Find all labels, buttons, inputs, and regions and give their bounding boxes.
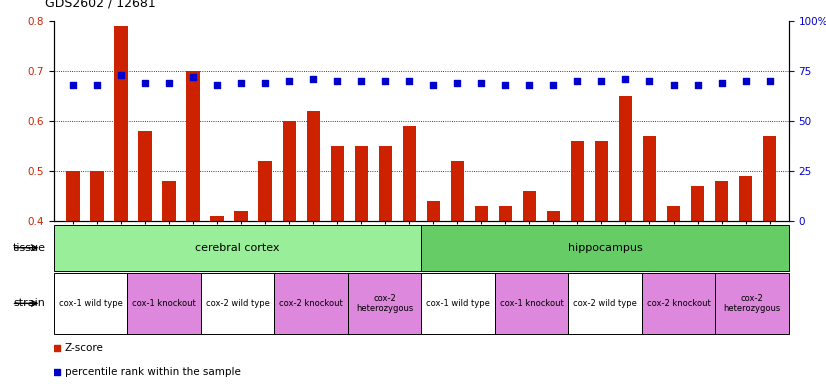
- Bar: [715, 181, 729, 221]
- Point: [499, 82, 512, 88]
- Bar: [127, 273, 201, 334]
- Point: [523, 82, 536, 88]
- Text: GDS2602 / 12681: GDS2602 / 12681: [45, 0, 156, 10]
- Bar: [54, 225, 421, 271]
- Bar: [619, 96, 632, 221]
- Point: [187, 74, 200, 80]
- Bar: [259, 161, 272, 221]
- Point: [547, 82, 560, 88]
- Point: [571, 78, 584, 84]
- Bar: [114, 26, 127, 221]
- Text: cox-1 knockout: cox-1 knockout: [500, 299, 563, 308]
- Bar: [282, 121, 296, 221]
- Bar: [643, 136, 656, 221]
- Point: [739, 78, 752, 84]
- Bar: [348, 273, 421, 334]
- Bar: [54, 273, 127, 334]
- Bar: [235, 211, 248, 221]
- Point: [66, 82, 79, 88]
- Point: [715, 80, 729, 86]
- Bar: [187, 71, 200, 221]
- Point: [402, 78, 415, 84]
- Point: [211, 82, 224, 88]
- Text: tissue: tissue: [12, 243, 45, 253]
- Bar: [306, 111, 320, 221]
- Point: [451, 80, 464, 86]
- Text: cox-1 wild type: cox-1 wild type: [59, 299, 122, 308]
- Point: [282, 78, 296, 84]
- Text: cox-1 knockout: cox-1 knockout: [132, 299, 196, 308]
- Text: percentile rank within the sample: percentile rank within the sample: [64, 367, 240, 377]
- Bar: [402, 126, 415, 221]
- Point: [378, 78, 392, 84]
- Text: strain: strain: [13, 298, 45, 308]
- Point: [163, 80, 176, 86]
- Bar: [595, 141, 608, 221]
- Text: Z-score: Z-score: [64, 343, 103, 354]
- Text: cox-2 knockout: cox-2 knockout: [279, 299, 343, 308]
- Bar: [451, 161, 464, 221]
- Bar: [163, 181, 176, 221]
- Bar: [715, 273, 789, 334]
- Point: [354, 78, 368, 84]
- Point: [50, 369, 64, 375]
- Bar: [330, 146, 344, 221]
- Point: [619, 76, 632, 82]
- Bar: [475, 206, 488, 221]
- Text: hippocampus: hippocampus: [567, 243, 643, 253]
- Text: cerebral cortex: cerebral cortex: [195, 243, 280, 253]
- Bar: [642, 273, 715, 334]
- Point: [330, 78, 344, 84]
- Point: [90, 82, 103, 88]
- Bar: [739, 176, 752, 221]
- Bar: [499, 206, 512, 221]
- Point: [306, 76, 320, 82]
- Bar: [421, 273, 495, 334]
- Text: cox-2 wild type: cox-2 wild type: [573, 299, 637, 308]
- Point: [763, 78, 776, 84]
- Bar: [211, 216, 224, 221]
- Bar: [66, 171, 79, 221]
- Bar: [691, 186, 704, 221]
- Bar: [354, 146, 368, 221]
- Text: cox-2
heterozygous: cox-2 heterozygous: [724, 294, 781, 313]
- Bar: [201, 273, 274, 334]
- Bar: [568, 273, 642, 334]
- Point: [595, 78, 608, 84]
- Point: [139, 80, 152, 86]
- Text: cox-2 knockout: cox-2 knockout: [647, 299, 710, 308]
- Bar: [495, 273, 568, 334]
- Text: cox-2
heterozygous: cox-2 heterozygous: [356, 294, 413, 313]
- Point: [643, 78, 656, 84]
- Point: [259, 80, 272, 86]
- Bar: [523, 191, 536, 221]
- Point: [427, 82, 440, 88]
- Bar: [547, 211, 560, 221]
- Point: [691, 82, 704, 88]
- Point: [475, 80, 488, 86]
- Point: [50, 346, 64, 352]
- Bar: [378, 146, 392, 221]
- Text: cox-2 wild type: cox-2 wild type: [206, 299, 269, 308]
- Bar: [421, 225, 789, 271]
- Bar: [667, 206, 680, 221]
- Bar: [90, 171, 103, 221]
- Bar: [139, 131, 152, 221]
- Bar: [427, 201, 440, 221]
- Bar: [274, 273, 348, 334]
- Point: [667, 82, 680, 88]
- Bar: [763, 136, 776, 221]
- Point: [235, 80, 248, 86]
- Bar: [571, 141, 584, 221]
- Text: cox-1 wild type: cox-1 wild type: [426, 299, 490, 308]
- Point: [114, 72, 127, 78]
